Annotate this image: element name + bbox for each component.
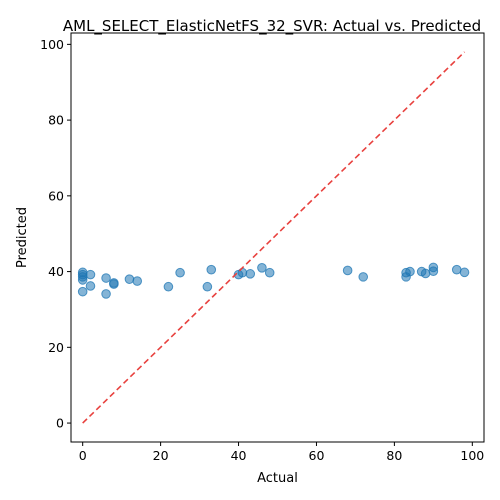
x-tick-label: 20 bbox=[153, 448, 169, 463]
data-point bbox=[342, 265, 353, 276]
y-axis-ticks: 0 20 40 60 80 100 bbox=[40, 37, 71, 431]
data-point bbox=[428, 262, 439, 273]
data-point bbox=[358, 272, 369, 282]
x-axis-ticks: 0 20 40 60 80 100 bbox=[79, 442, 484, 463]
data-point bbox=[405, 266, 415, 277]
y-tick-label: 60 bbox=[48, 188, 64, 203]
x-tick-label: 40 bbox=[231, 448, 247, 463]
data-point bbox=[132, 276, 143, 286]
data-point bbox=[77, 286, 88, 297]
reference-line-group bbox=[82, 51, 466, 424]
x-tick-label: 60 bbox=[309, 448, 325, 463]
y-tick-label: 100 bbox=[40, 37, 64, 52]
data-points bbox=[77, 262, 470, 299]
y-tick-label: 0 bbox=[56, 416, 64, 431]
data-point bbox=[77, 275, 88, 285]
y-tick-label: 20 bbox=[48, 340, 64, 355]
x-tick-label: 0 bbox=[79, 448, 87, 463]
data-point bbox=[163, 281, 174, 292]
chart-title: AML_SELECT_ElasticNetFS_32_SVR: Actual v… bbox=[63, 17, 481, 36]
y-tick-label: 40 bbox=[48, 264, 64, 279]
data-point bbox=[85, 269, 96, 280]
data-point bbox=[206, 264, 217, 275]
y-axis-label: Predicted bbox=[15, 207, 30, 268]
plot-frame bbox=[70, 32, 485, 443]
x-axis-label: Actual bbox=[257, 471, 298, 486]
data-point bbox=[420, 268, 431, 279]
data-point bbox=[101, 289, 111, 299]
data-point bbox=[245, 269, 256, 279]
data-point bbox=[109, 279, 119, 289]
data-point bbox=[264, 267, 275, 278]
x-tick-label: 100 bbox=[460, 448, 484, 463]
data-point bbox=[257, 262, 267, 273]
data-point bbox=[202, 281, 213, 292]
data-point bbox=[175, 267, 185, 278]
x-tick-label: 80 bbox=[386, 448, 402, 463]
data-point bbox=[124, 274, 135, 284]
data-point bbox=[101, 273, 111, 283]
reference-line bbox=[82, 51, 466, 424]
y-tick-label: 80 bbox=[48, 113, 64, 128]
data-point bbox=[85, 281, 96, 291]
data-point bbox=[459, 267, 470, 278]
